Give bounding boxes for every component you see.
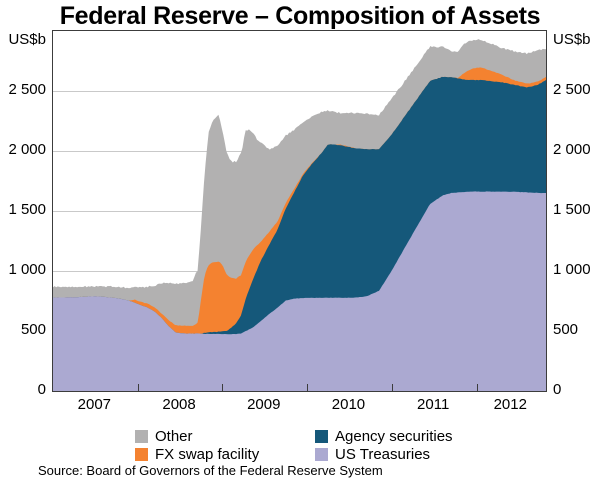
x-tick-label-year: 2011 [417,396,450,413]
chart-title: Federal Reserve – Composition of Assets [59,2,541,30]
legend-label: FX swap facility [155,446,260,463]
legend-label: US Treasuries [335,446,431,463]
y-tick-label-right: 500 [553,321,579,338]
x-tick-label-year: 2009 [247,396,281,413]
y-tick-label-left: 1 000 [8,261,46,278]
x-tick-label-year: 2008 [162,396,196,413]
plot-area [52,30,547,392]
y-axis-unit-right: US$b [553,31,591,48]
x-tick-label-year: 2007 [77,396,112,413]
y-tick-label-right: 0 [553,381,562,398]
y-tick-label-right: 1 000 [553,261,591,278]
legend-label: Agency securities [335,428,453,445]
legend-label: Other [155,428,193,445]
y-tick-label-right: 1 500 [553,201,591,218]
legend-swatch [135,430,148,443]
y-axis-unit-left: US$b [8,31,46,48]
legend-swatch [315,448,328,461]
source-note: Source: Board of Governors of the Federa… [38,463,383,478]
stacked-area-chart-canvas [53,31,546,391]
y-tick-label-right: 2 000 [553,141,591,158]
x-tick-label-year: 2010 [331,396,366,413]
y-tick-label-left: 0 [37,381,46,398]
x-tick-label-year: 2012 [493,396,527,413]
y-tick-label-left: 500 [20,321,46,338]
legend-swatch [315,430,328,443]
y-tick-label-right: 2 500 [553,81,591,98]
y-tick-label-left: 1 500 [8,201,46,218]
y-tick-label-left: 2 500 [8,81,46,98]
legend-swatch [135,448,148,461]
y-tick-label-left: 2 000 [8,141,46,158]
